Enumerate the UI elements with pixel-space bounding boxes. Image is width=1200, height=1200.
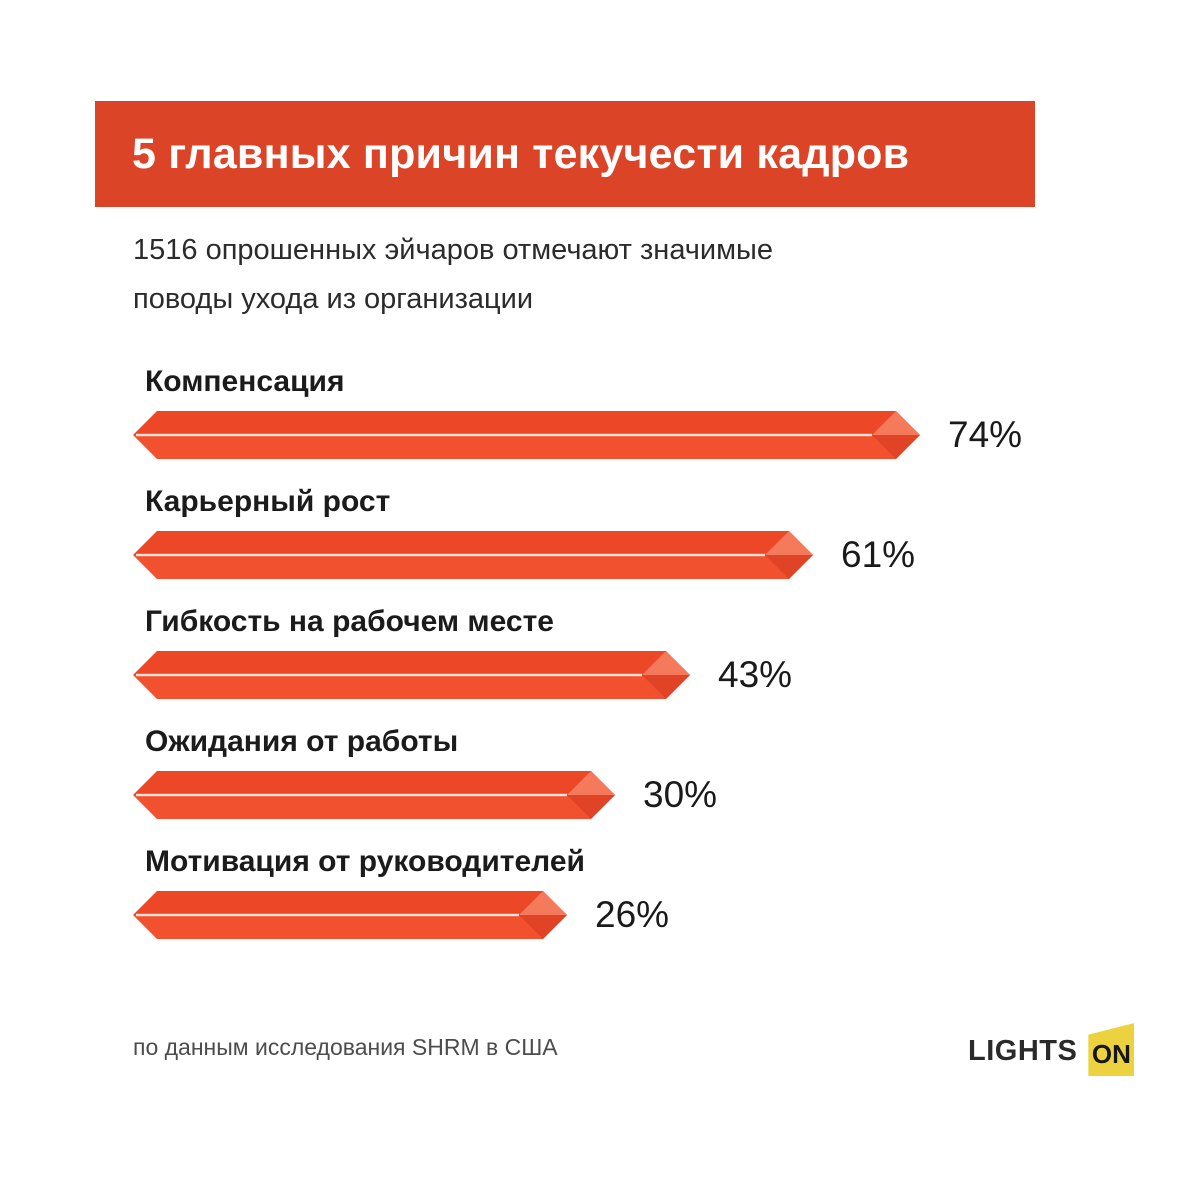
- bar: [133, 891, 567, 939]
- chart-row: Мотивация от руководителей 26%: [133, 843, 1133, 963]
- bar-value-label: 26%: [595, 894, 670, 935]
- bar-label: Компенсация: [145, 365, 345, 398]
- bar: [133, 651, 690, 699]
- logo-flag-shape: ON: [1088, 1023, 1135, 1076]
- lights-on-logo: LIGHTS ON: [968, 1022, 1135, 1077]
- subtitle-line-1: 1516 опрошенных эйчаров отмечают значимы…: [133, 234, 774, 266]
- bar: [133, 771, 615, 819]
- bar-value-label: 74%: [948, 414, 1023, 455]
- bar-value-label: 61%: [841, 534, 916, 575]
- bar: [133, 411, 920, 459]
- logo-text-on: ON: [1091, 1038, 1131, 1069]
- title-banner: 5 главных причин текучести кадров: [95, 101, 1035, 207]
- bar-label: Мотивация от руководителей: [145, 845, 585, 878]
- page-title: 5 главных причин текучести кадров: [132, 129, 910, 178]
- chart-row: Карьерный рост 61%: [133, 483, 1133, 603]
- chart-row: Ожидания от работы 30%: [133, 723, 1133, 843]
- bar-value-label: 43%: [718, 654, 793, 695]
- bar-label: Ожидания от работы: [145, 725, 459, 758]
- bar: [133, 531, 813, 579]
- bar-label: Гибкость на рабочем месте: [145, 605, 554, 638]
- chart-row: Гибкость на рабочем месте 43%: [133, 603, 1133, 723]
- subtitle: 1516 опрошенных эйчаров отмечают значимы…: [133, 226, 773, 324]
- bar-chart: Компенсация 74% Карьерный рост 61% Гибкость …: [133, 363, 1133, 963]
- bar-label: Карьерный рост: [145, 485, 391, 518]
- logo-text-lights: LIGHTS: [968, 1035, 1078, 1067]
- source-note: по данным исследования SHRM в США: [133, 1034, 558, 1060]
- chart-row: Компенсация 74%: [133, 363, 1133, 483]
- bar-value-label: 30%: [643, 774, 718, 815]
- subtitle-line-2: поводы ухода из организации: [133, 283, 534, 315]
